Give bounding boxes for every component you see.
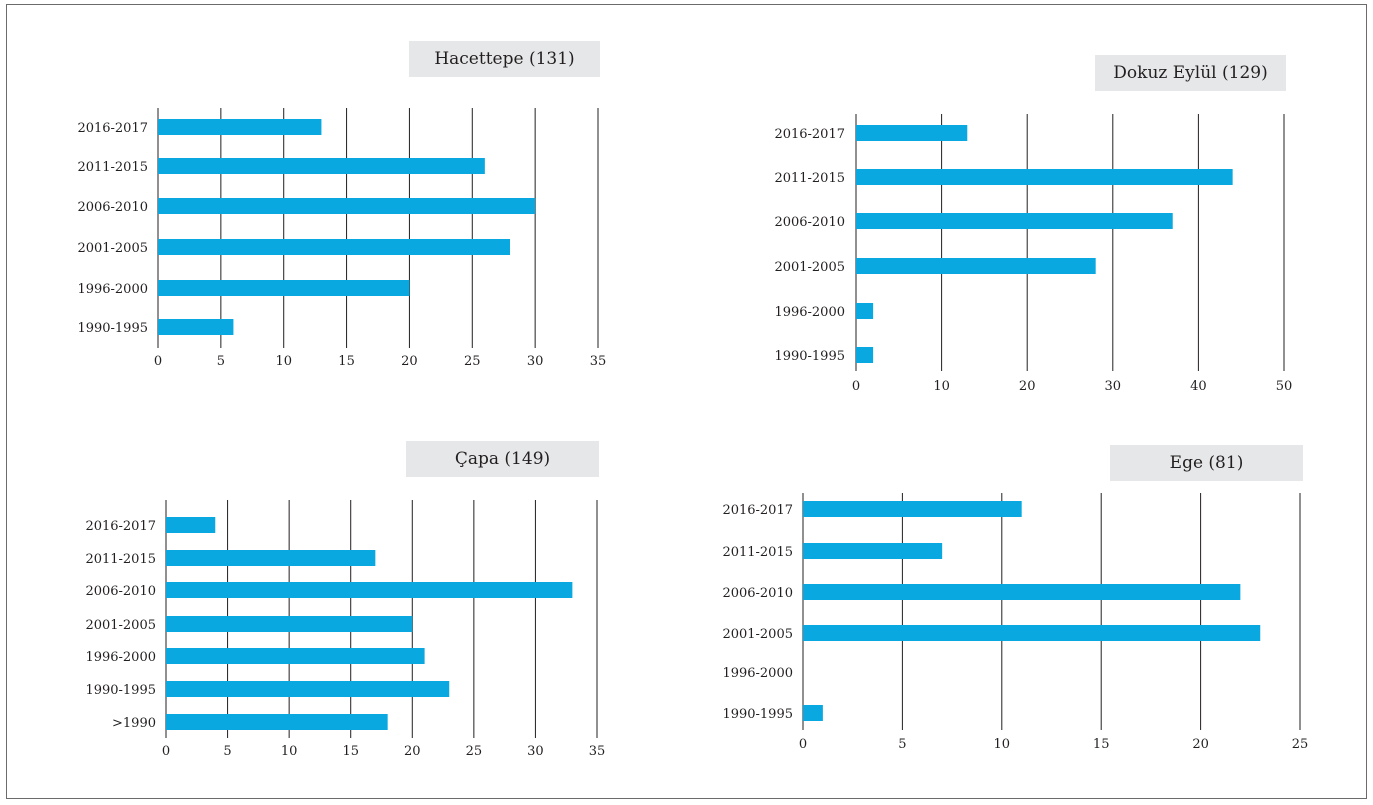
bar xyxy=(158,319,234,335)
tick-label: 40 xyxy=(1190,379,1207,394)
category-label: 2016-2017 xyxy=(722,503,793,518)
figure-frame xyxy=(6,4,1367,799)
category-label: 2016-2017 xyxy=(77,121,148,136)
category-label: 2011-2015 xyxy=(774,171,845,186)
bar xyxy=(856,303,874,319)
category-label: 2001-2005 xyxy=(85,618,156,633)
category-label: 2006-2010 xyxy=(774,215,845,230)
bar xyxy=(158,239,510,255)
category-label: 1990-1995 xyxy=(722,707,793,722)
tick-label: 5 xyxy=(898,737,906,752)
category-label: 2011-2015 xyxy=(85,552,156,567)
bar xyxy=(166,648,425,664)
chart-title: Dokuz Eylül (129) xyxy=(1095,55,1286,91)
bar xyxy=(856,125,968,141)
tick-label: 10 xyxy=(275,354,292,369)
bar xyxy=(803,543,943,559)
bar xyxy=(166,714,388,730)
category-label: 2006-2010 xyxy=(77,200,148,215)
category-label: 2016-2017 xyxy=(774,127,845,142)
tick-label: 15 xyxy=(338,354,355,369)
tick-label: 20 xyxy=(401,354,418,369)
bar xyxy=(803,584,1241,600)
chart-title: Ege (81) xyxy=(1110,445,1303,481)
category-label: 2001-2005 xyxy=(722,627,793,642)
bar xyxy=(166,616,413,632)
chart-title: Hacettepe (131) xyxy=(409,41,600,77)
tick-label: 30 xyxy=(527,744,544,759)
category-label: 1990-1995 xyxy=(77,321,148,336)
tick-label: 10 xyxy=(281,744,298,759)
bar xyxy=(803,705,823,721)
bar xyxy=(166,582,573,598)
category-label: 1996-2000 xyxy=(774,305,845,320)
tick-label: 5 xyxy=(223,744,231,759)
bar xyxy=(856,347,874,363)
category-label: 1996-2000 xyxy=(77,282,148,297)
category-label: 1990-1995 xyxy=(85,683,156,698)
tick-label: 0 xyxy=(162,744,170,759)
category-label: 1996-2000 xyxy=(722,666,793,681)
category-label: 2006-2010 xyxy=(85,584,156,599)
category-label: 2011-2015 xyxy=(77,160,148,175)
bar xyxy=(166,681,450,697)
tick-label: 0 xyxy=(154,354,162,369)
tick-label: 15 xyxy=(1093,737,1110,752)
tick-label: 5 xyxy=(217,354,225,369)
category-label: 2011-2015 xyxy=(722,545,793,560)
tick-label: 20 xyxy=(1192,737,1209,752)
bar xyxy=(158,158,485,174)
bar xyxy=(803,501,1022,517)
bar xyxy=(158,119,322,135)
bar xyxy=(856,169,1233,185)
chart-title: Çapa (149) xyxy=(406,441,599,477)
tick-label: 15 xyxy=(342,744,359,759)
bar xyxy=(158,280,410,296)
bar xyxy=(856,258,1096,274)
tick-label: 25 xyxy=(464,354,481,369)
category-label: >1990 xyxy=(112,716,156,731)
tick-label: 30 xyxy=(527,354,544,369)
category-label: 2006-2010 xyxy=(722,586,793,601)
bar xyxy=(158,198,536,214)
tick-label: 50 xyxy=(1276,379,1293,394)
bar xyxy=(856,213,1173,229)
tick-label: 10 xyxy=(994,737,1011,752)
category-label: 1996-2000 xyxy=(85,650,156,665)
tick-label: 25 xyxy=(466,744,483,759)
category-label: 2016-2017 xyxy=(85,519,156,534)
tick-label: 20 xyxy=(1019,379,1036,394)
bar xyxy=(166,517,216,533)
tick-label: 25 xyxy=(1292,737,1309,752)
tick-label: 20 xyxy=(404,744,421,759)
category-label: 2001-2005 xyxy=(77,241,148,256)
tick-label: 30 xyxy=(1105,379,1122,394)
tick-label: 35 xyxy=(590,354,607,369)
tick-label: 0 xyxy=(799,737,807,752)
tick-label: 0 xyxy=(852,379,860,394)
bar xyxy=(803,625,1261,641)
tick-label: 35 xyxy=(589,744,606,759)
category-label: 1990-1995 xyxy=(774,349,845,364)
tick-label: 10 xyxy=(933,379,950,394)
category-label: 2001-2005 xyxy=(774,260,845,275)
bar xyxy=(166,550,376,566)
